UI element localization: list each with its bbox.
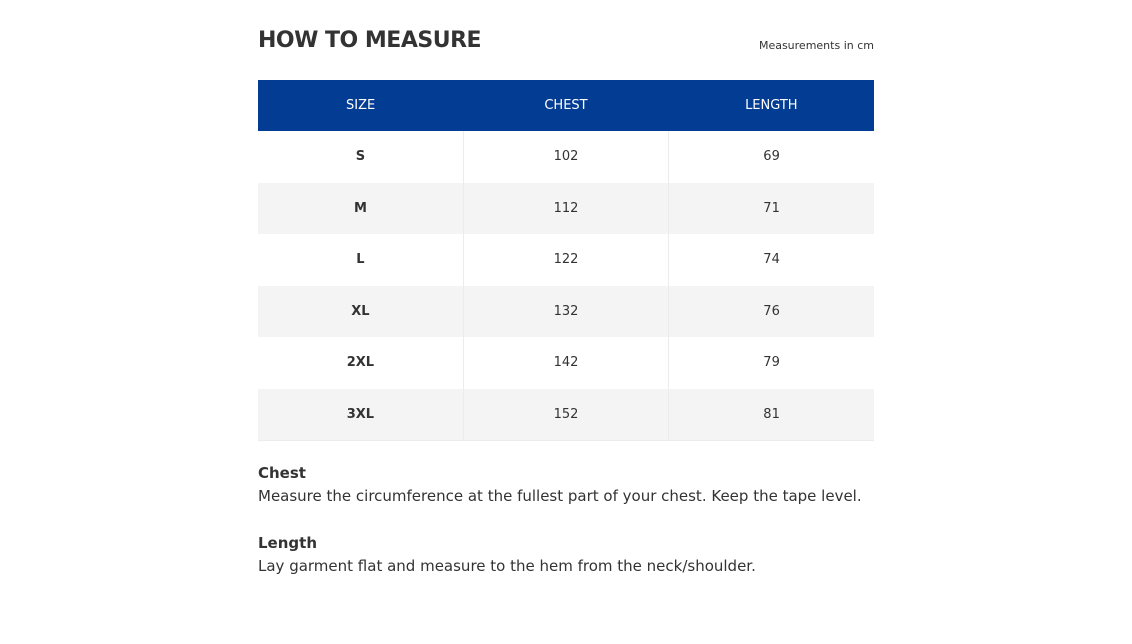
measure-notes: Chest Measure the circumference at the f… xyxy=(258,462,862,602)
length-cell: 74 xyxy=(668,234,874,286)
chest-cell: 152 xyxy=(462,388,669,441)
chest-cell: 112 xyxy=(462,182,669,234)
length-cell: 76 xyxy=(668,285,874,337)
column-header-length: LENGTH xyxy=(668,80,874,131)
chest-cell: 102 xyxy=(462,131,669,183)
chest-cell: 142 xyxy=(462,337,669,389)
note-heading-chest: Chest xyxy=(258,464,306,482)
note-heading-length: Length xyxy=(258,534,317,552)
table-header-row: SIZE CHEST LENGTH xyxy=(258,80,874,131)
note-text-length: Lay garment flat and measure to the hem … xyxy=(258,557,756,575)
size-cell: S xyxy=(355,149,366,165)
table-row: 3XL 152 81 xyxy=(258,388,874,441)
column-header-size: SIZE xyxy=(258,80,464,131)
table-row: L 122 74 xyxy=(258,234,874,286)
note-text-chest: Measure the circumference at the fullest… xyxy=(258,487,862,505)
size-cell: M xyxy=(258,182,464,234)
table-row: S 102 69 xyxy=(258,131,874,183)
size-cell: 3XL xyxy=(258,388,464,441)
length-cell: 79 xyxy=(668,337,874,389)
chest-cell: 132 xyxy=(462,285,669,337)
length-cell: 71 xyxy=(668,182,874,234)
size-cell: 2XL xyxy=(346,355,375,371)
column-header-chest: CHEST xyxy=(463,80,669,131)
units-note: Measurements in cm xyxy=(758,39,874,52)
table-row: XL 132 76 xyxy=(258,285,874,337)
length-cell: 69 xyxy=(668,131,874,183)
size-cell: L xyxy=(356,252,365,268)
table-row: M 112 71 xyxy=(258,182,874,234)
page-title: HOW TO MEASURE xyxy=(258,28,482,53)
table-row: 2XL 142 79 xyxy=(258,337,874,389)
size-cell: XL xyxy=(258,285,464,337)
size-table: SIZE CHEST LENGTH S 102 69 M 112 71 L 122 74 XL 13… xyxy=(258,80,874,441)
length-cell: 81 xyxy=(668,388,874,441)
chest-cell: 122 xyxy=(462,234,669,286)
